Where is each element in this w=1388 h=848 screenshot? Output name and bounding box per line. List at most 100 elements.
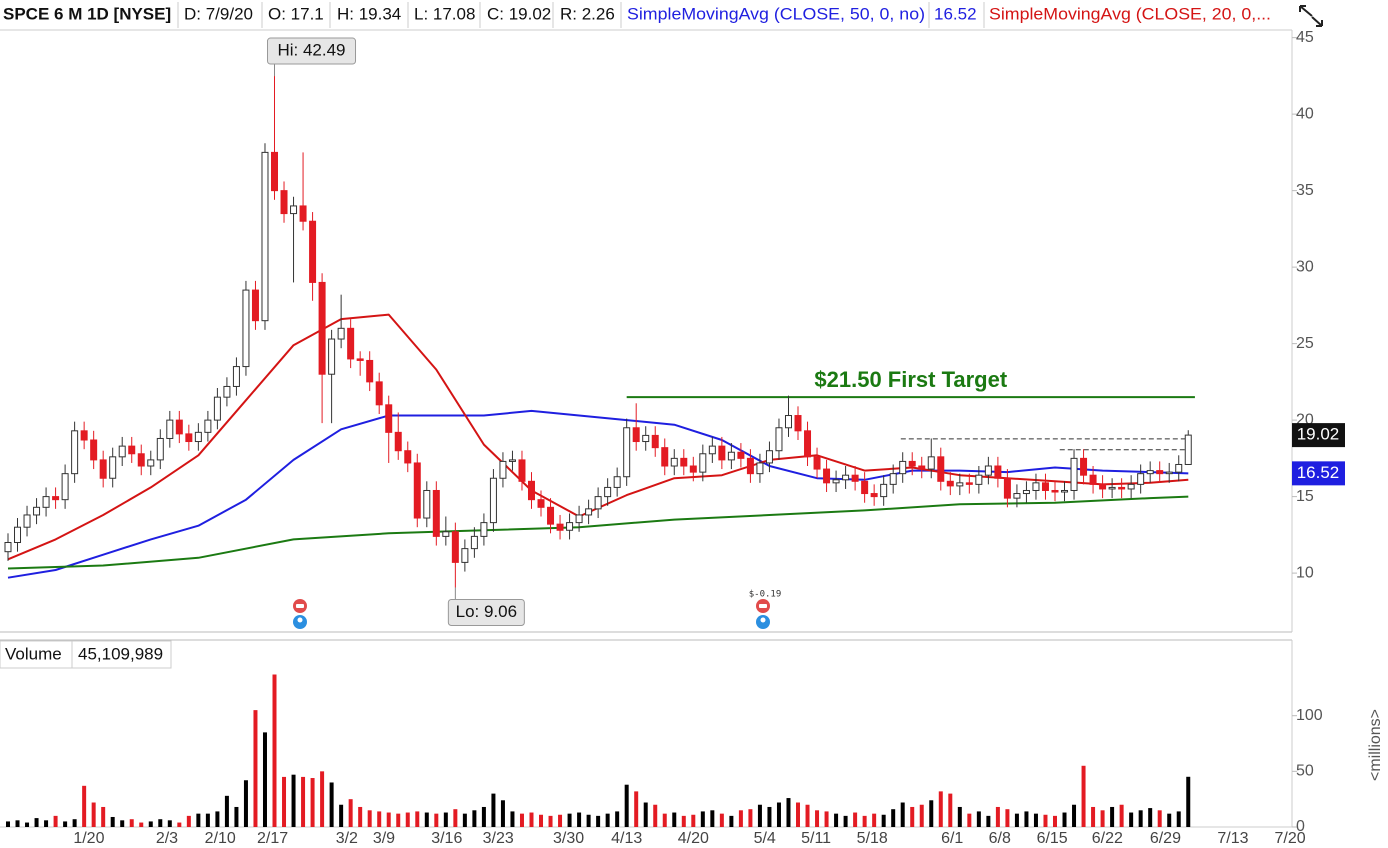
volume-bar [234, 806, 239, 827]
volume-bar [82, 785, 87, 827]
candle-body [784, 415, 792, 429]
x-tick-label: 5/18 [857, 830, 888, 847]
candle-body [194, 431, 202, 443]
candle-body [746, 457, 754, 475]
y-tick-label: 45 [1296, 29, 1314, 46]
x-tick-label: 6/15 [1037, 830, 1068, 847]
candle-body [718, 445, 726, 461]
candle-body [309, 220, 317, 283]
volume-bar [339, 804, 344, 827]
header: SPCE 6 M 1D [NYSE] D: 7/9/20 O: 17.1 H: … [3, 2, 1323, 28]
candle-body [299, 205, 307, 222]
volume-bar [481, 806, 486, 827]
volume-bar [329, 782, 334, 827]
volume-bar [919, 804, 924, 827]
volume-bar [691, 814, 696, 827]
event-icon[interactable] [293, 599, 307, 629]
legend-sma50: SimpleMovingAvg (CLOSE, 50, 0, no) [627, 4, 925, 23]
candle-body [880, 483, 888, 498]
x-tick-label: 6/1 [941, 830, 963, 847]
volume-bar [396, 813, 401, 827]
candle-body [271, 151, 279, 192]
volume-bar [215, 811, 220, 827]
volume-bar [282, 776, 287, 827]
candle-body [290, 205, 298, 215]
volume-bar [1138, 810, 1143, 827]
x-tick-label: 7/20 [1275, 830, 1306, 847]
candle-body [794, 415, 802, 432]
volume-bar [757, 804, 762, 827]
candle-body [204, 419, 212, 433]
candle-body [213, 396, 221, 421]
volume-bar [681, 815, 686, 827]
x-tick-label: 3/30 [553, 830, 584, 847]
candle-body [470, 535, 478, 550]
volume-bar [139, 822, 144, 827]
x-tick-label: 6/8 [989, 830, 1011, 847]
volume-bar [634, 791, 639, 827]
target-label: $21.50 First Target [814, 367, 1007, 392]
volume-bar [738, 810, 743, 827]
volume-bar [796, 802, 801, 827]
candle-body [261, 151, 269, 322]
volume-bar [586, 814, 591, 827]
volume-bar [1052, 815, 1057, 827]
candle-body [889, 473, 897, 485]
callout-box [267, 37, 357, 65]
candle-body [147, 459, 155, 467]
candle-body [918, 465, 926, 470]
candle-body [994, 465, 1002, 479]
volume-bar [1100, 810, 1105, 827]
price-tag-label: 19.02 [1297, 425, 1340, 444]
volume-bar [824, 811, 829, 827]
settings-icon[interactable] [1299, 5, 1323, 27]
x-tick-label: 4/13 [611, 830, 642, 847]
candle-body [965, 482, 973, 485]
volume-bar [929, 800, 934, 827]
open: O: 17.1 [268, 4, 324, 23]
x-tick-label: 3/16 [431, 830, 462, 847]
volume-bar [348, 799, 353, 827]
candle-body [128, 445, 136, 455]
volume-bar [653, 804, 658, 827]
candle-body [566, 522, 574, 531]
volume-bar [405, 812, 410, 827]
volume-bar [910, 806, 915, 827]
candle-body [42, 496, 50, 508]
candle-body [1146, 470, 1154, 475]
volume-bar [567, 813, 572, 827]
volume-bar [424, 812, 429, 827]
candle-body [423, 489, 431, 519]
volume-bar [120, 820, 125, 827]
volume-bar [815, 810, 820, 827]
candle-body [727, 451, 735, 461]
volume-bar [843, 815, 848, 827]
volume-bar [938, 791, 943, 827]
candle-body [623, 427, 631, 478]
volume-bar [1157, 810, 1162, 827]
candle-body [756, 462, 764, 475]
volume-bar [1081, 765, 1086, 827]
volume-bar [1091, 806, 1096, 827]
candle-body [832, 479, 840, 484]
event-icon[interactable] [756, 599, 770, 629]
candle-body [661, 447, 669, 467]
volume-bar [443, 812, 448, 827]
candle-body [137, 453, 145, 467]
x-tick-label: 3/2 [336, 830, 358, 847]
candle-body [1175, 463, 1183, 473]
candle-body [651, 434, 659, 449]
volume-bar [253, 710, 258, 827]
volume-bar [434, 813, 439, 827]
candle-body [156, 437, 164, 461]
candle-body [594, 496, 602, 510]
y-tick-label: 15 [1296, 488, 1314, 505]
legend-sma50-value: 16.52 [934, 4, 977, 23]
volume-bar [224, 795, 229, 827]
candle-body [71, 430, 79, 475]
volume-bar [1005, 809, 1010, 827]
price-tag-label: 16.52 [1297, 463, 1340, 482]
volume-bar [957, 806, 962, 827]
volume-box [71, 640, 172, 669]
volume-bar [386, 812, 391, 827]
